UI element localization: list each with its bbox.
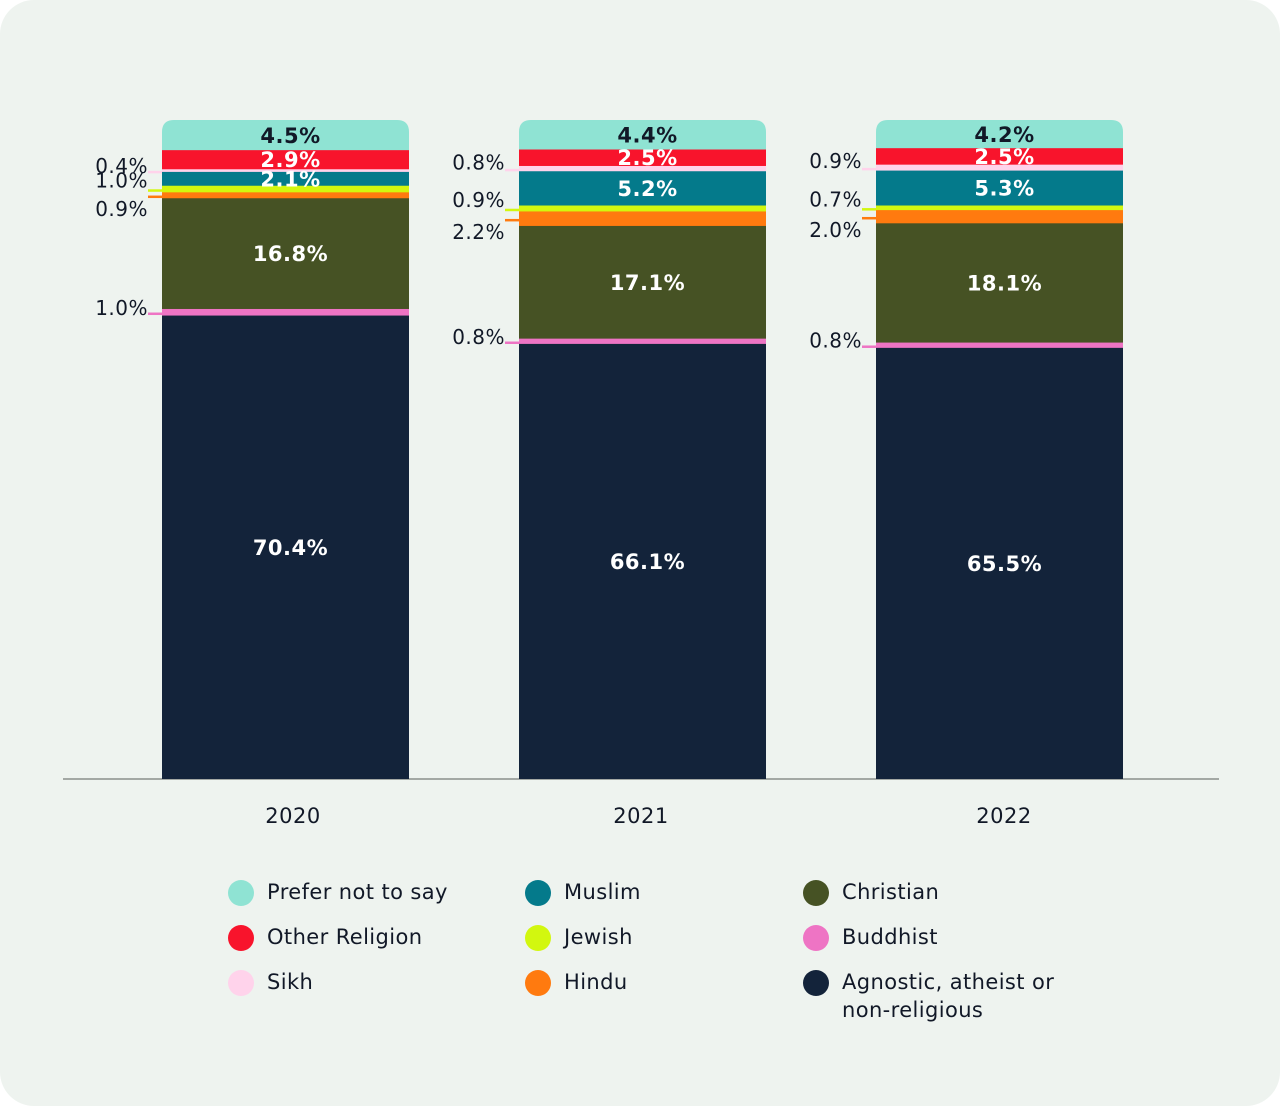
bar-segment-2022-buddhist (876, 342, 1123, 348)
legend-swatch-buddhist (803, 925, 829, 951)
bar-segment-2020-other-religion (162, 149, 409, 170)
data-label-2022-jewish: 0.7% (809, 187, 862, 211)
legend-item-hindu: Hindu (525, 968, 628, 996)
legend-label-hindu: Hindu (564, 970, 628, 994)
bar-segment-2021-jewish (519, 205, 766, 212)
data-label-2020-muslim: 2.1% (260, 167, 320, 191)
bar-segment-2021-other-religion (519, 148, 766, 166)
bar-segment-2020-agnostic-atheist-or-non-religious (162, 315, 409, 779)
bar-segment-2020-muslim (162, 171, 409, 186)
bar-stack-2021: 66.1% 0.8% 17.1% 2.2% 0.9% 5.2% 0.8% 2.5%4.4% (452, 120, 766, 779)
data-label-2021-buddhist: 0.8% (452, 325, 505, 349)
data-label-2020-other-religion: 2.9% (260, 148, 320, 172)
data-label-2020-christian: 16.8% (253, 242, 328, 266)
legend-swatch-prefer-not-to-say (228, 880, 254, 906)
data-label-2022-hindu: 2.0% (809, 218, 862, 242)
legend-item-jewish: Jewish (525, 923, 633, 951)
legend-label-buddhist: Buddhist (842, 925, 938, 949)
legend-swatch-agnostic-atheist-or-non-religious (803, 970, 829, 996)
legend-item-muslim: Muslim (525, 878, 641, 906)
data-label-2022-buddhist: 0.8% (809, 329, 862, 353)
data-label-2020-hindu: 0.9% (95, 197, 148, 221)
data-label-2021-hindu: 2.2% (452, 220, 505, 244)
legend-item-christian: Christian (803, 878, 939, 906)
bar-segment-2020-jewish (162, 185, 409, 193)
legend-label-other-religion: Other Religion (267, 925, 423, 949)
legend-swatch-other-religion (228, 925, 254, 951)
x-tick-label-2020: 2020 (265, 804, 320, 828)
x-tick-label-2022: 2022 (976, 804, 1031, 828)
data-label-2022-christian: 18.1% (967, 271, 1042, 295)
bar-segment-2020-prefer-not-to-say (162, 120, 409, 151)
bar-segment-2022-agnostic-atheist-or-non-religious (876, 347, 1123, 779)
bar-segment-2021-sikh (519, 165, 766, 172)
legend-swatch-muslim (525, 880, 551, 906)
data-label-2022-prefer-not-to-say: 4.2% (974, 123, 1034, 147)
bar-segment-2022-jewish (876, 205, 1123, 211)
bar-stack-2022: 65.5% 0.8% 18.1% 2.0% 0.7% 5.3% 0.9% 2.5%4.2% (809, 120, 1123, 779)
data-label-2021-muslim: 5.2% (617, 177, 677, 201)
bar-segment-2022-christian (876, 222, 1123, 343)
data-label-2022-other-religion: 2.5% (974, 145, 1034, 169)
legend-item-buddhist: Buddhist (803, 923, 938, 951)
legend-item-prefer-not-to-say: Prefer not to say (228, 878, 448, 906)
legend-item-agnostic-atheist-or-non-religious: Agnostic, atheist or non-religious (803, 968, 1063, 1024)
data-label-2022-sikh: 0.9% (809, 149, 862, 173)
data-label-2020-jewish: 1.0% (95, 169, 148, 193)
bar-stack-2020: 70.4% 1.0% 16.8% 0.9% 1.0% 2.1% 0.4% 2.9%4.5% (95, 120, 409, 779)
bar-segment-2022-muslim (876, 170, 1123, 206)
legend-swatch-sikh (228, 970, 254, 996)
data-label-2021-agnostic-atheist-or-non-religious: 66.1% (610, 550, 685, 574)
bar-segment-2021-hindu (519, 210, 766, 226)
legend-label-muslim: Muslim (564, 880, 641, 904)
legend-label-christian: Christian (842, 880, 940, 904)
legend-swatch-hindu (525, 970, 551, 996)
x-tick-label-2021: 2021 (613, 804, 668, 828)
data-label-2022-muslim: 5.3% (974, 177, 1034, 201)
bar-segment-2022-sikh (876, 164, 1123, 171)
legend-label-agnostic-atheist-or-non-religious: Agnostic, atheist or non-religious (842, 970, 1055, 1022)
data-label-2022-agnostic-atheist-or-non-religious: 65.5% (967, 552, 1042, 576)
legend-label-sikh: Sikh (267, 970, 314, 994)
data-label-2021-other-religion: 2.5% (617, 146, 677, 170)
stacked-bar-chart: 70.4% 1.0% 16.8% 0.9% 1.0% 2.1% 0.4% 2.9%4.5% 20… (63, 120, 1219, 828)
bar-segment-2021-muslim (519, 170, 766, 206)
bar-segment-2022-other-religion (876, 147, 1123, 165)
bar-segment-2021-buddhist (519, 338, 766, 344)
data-label-2021-prefer-not-to-say: 4.4% (617, 123, 677, 147)
data-label-2020-agnostic-atheist-or-non-religious: 70.4% (253, 536, 328, 560)
legend-item-sikh: Sikh (228, 968, 313, 996)
bar-segment-2022-hindu (876, 209, 1123, 224)
bar-segment-2022-prefer-not-to-say (876, 120, 1123, 149)
data-label-2020-prefer-not-to-say: 4.5% (260, 124, 320, 148)
bar-segment-2020-christian (162, 197, 409, 309)
data-label-2020-sikh: 0.4% (95, 154, 148, 178)
bar-segment-2021-prefer-not-to-say (519, 120, 766, 150)
legend-swatch-jewish (525, 925, 551, 951)
legend-label-prefer-not-to-say: Prefer not to say (267, 880, 448, 904)
data-label-2021-christian: 17.1% (610, 271, 685, 295)
bar-segment-2021-christian (519, 225, 766, 339)
bar-segment-2020-hindu (162, 191, 409, 199)
bar-segment-2021-agnostic-atheist-or-non-religious (519, 343, 766, 779)
data-label-2021-jewish: 0.9% (452, 188, 505, 212)
bar-segment-2020-sikh (162, 168, 409, 172)
data-label-2020-buddhist: 1.0% (95, 296, 148, 320)
legend-label-jewish: Jewish (564, 925, 633, 949)
legend-item-other-religion: Other Religion (228, 923, 422, 951)
legend: Prefer not to say Other Religion Sikh Musli… (228, 878, 1128, 1048)
legend-swatch-christian (803, 880, 829, 906)
bar-segment-2020-buddhist (162, 308, 409, 316)
data-label-2021-sikh: 0.8% (452, 150, 505, 174)
